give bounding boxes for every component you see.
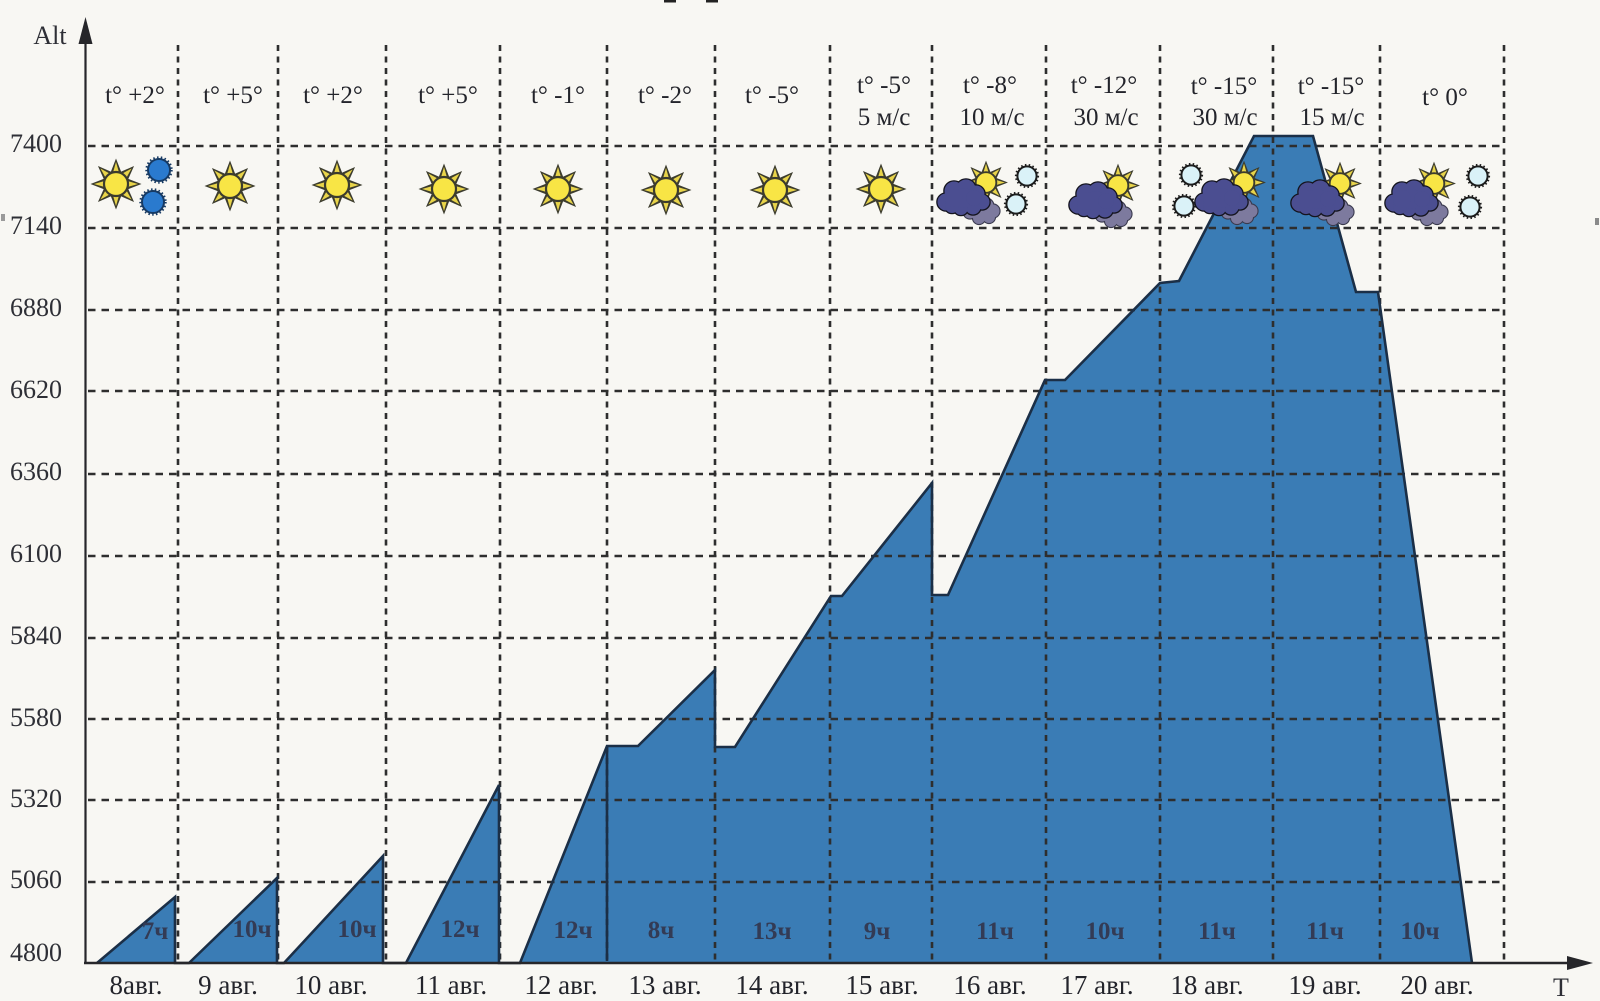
svg-text:10 авг.: 10 авг.: [294, 970, 367, 1000]
svg-text:t° -1°: t° -1°: [531, 82, 585, 109]
svg-text:t° -5°: t° -5°: [857, 72, 911, 99]
svg-text:30 м/с: 30 м/с: [1192, 104, 1257, 131]
svg-text:t° +5°: t° +5°: [418, 82, 478, 109]
svg-text:6100: 6100: [10, 539, 62, 568]
svg-text:t° -15°: t° -15°: [1298, 73, 1365, 100]
svg-text:t° -2°: t° -2°: [638, 82, 692, 109]
svg-text:8авг.: 8авг.: [109, 970, 162, 1000]
svg-text:5 м/с: 5 м/с: [858, 104, 911, 131]
svg-text:10 м/с: 10 м/с: [959, 104, 1024, 131]
svg-text:5060: 5060: [10, 865, 62, 894]
svg-text:t° +2°: t° +2°: [105, 82, 165, 109]
svg-text:7ч: 7ч: [142, 918, 169, 945]
svg-text:Alt: Alt: [33, 21, 67, 50]
svg-text:t° +2°: t° +2°: [303, 82, 363, 109]
svg-text:10ч: 10ч: [232, 916, 271, 943]
svg-text:11 авг.: 11 авг.: [415, 970, 487, 1000]
svg-text:6880: 6880: [10, 293, 62, 322]
svg-text:13ч: 13ч: [752, 918, 791, 945]
svg-text:11ч: 11ч: [1198, 918, 1236, 945]
svg-text:6620: 6620: [10, 375, 62, 404]
svg-text:12ч: 12ч: [440, 916, 479, 943]
svg-text:5840: 5840: [10, 621, 62, 650]
svg-text:11ч: 11ч: [976, 918, 1014, 945]
svg-text:t° -8°: t° -8°: [963, 72, 1017, 99]
svg-text:t° -15°: t° -15°: [1191, 73, 1258, 100]
svg-text:11ч: 11ч: [1306, 918, 1344, 945]
svg-text:13 авг.: 13 авг.: [628, 970, 701, 1000]
svg-text:t° -5°: t° -5°: [745, 82, 799, 109]
svg-text:9 авг.: 9 авг.: [198, 970, 258, 1000]
svg-text:19 авг.: 19 авг.: [1288, 970, 1361, 1000]
svg-text:8ч: 8ч: [648, 917, 675, 944]
svg-text:5320: 5320: [10, 784, 62, 813]
svg-text:12 авг.: 12 авг.: [524, 970, 597, 1000]
svg-text:t° -12°: t° -12°: [1071, 72, 1138, 99]
svg-text:20 авг.: 20 авг.: [1400, 970, 1473, 1000]
svg-text:15 м/с: 15 м/с: [1299, 104, 1364, 131]
svg-text:7400: 7400: [10, 129, 62, 158]
svg-text:10ч: 10ч: [1085, 918, 1124, 945]
svg-text:T: T: [1553, 973, 1569, 1001]
svg-text:30 м/с: 30 м/с: [1073, 104, 1138, 131]
svg-text:14 авг.: 14 авг.: [735, 970, 808, 1000]
svg-text:10ч: 10ч: [1400, 918, 1439, 945]
svg-text:18 авг.: 18 авг.: [1170, 970, 1243, 1000]
svg-text:10ч: 10ч: [337, 916, 376, 943]
svg-text:17 авг.: 17 авг.: [1060, 970, 1133, 1000]
svg-text:t° +5°: t° +5°: [203, 82, 263, 109]
svg-text:15 авг.: 15 авг.: [845, 970, 918, 1000]
svg-text:16 авг.: 16 авг.: [953, 970, 1026, 1000]
svg-text:9ч: 9ч: [864, 918, 891, 945]
svg-text:4800: 4800: [10, 938, 62, 967]
svg-text:7140: 7140: [10, 211, 62, 240]
svg-text:5580: 5580: [10, 703, 62, 732]
svg-text:12ч: 12ч: [553, 917, 592, 944]
svg-text:t° 0°: t° 0°: [1422, 84, 1468, 111]
svg-text:6360: 6360: [10, 457, 62, 486]
